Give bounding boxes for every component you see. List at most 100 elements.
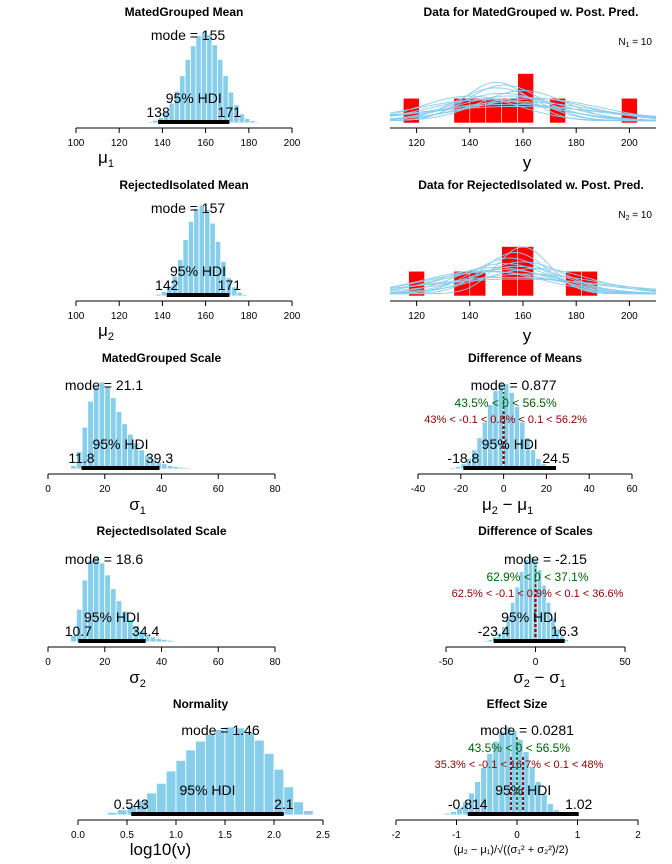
histogram-bar (195, 35, 202, 124)
tick-label: 120 (408, 311, 425, 322)
histogram-bar (146, 121, 154, 124)
mode-label: mode = 1.46 (181, 722, 259, 738)
tick-label: 120 (111, 311, 128, 322)
histogram-bar (437, 813, 445, 816)
tick-label: -2 (392, 830, 401, 841)
histogram (97, 726, 324, 816)
rope-label: 43% < -0.1 < 0.8% < 0.1 < 56.2% (424, 414, 587, 426)
histogram-bar (455, 465, 462, 470)
tick-label: 60 (213, 484, 225, 495)
hdi-low-label: -18.8 (447, 450, 479, 466)
comparison-label: 43.5% < 0 < 56.5% (455, 396, 557, 410)
x-axis: 120 140 160 180 200 (390, 127, 656, 149)
histogram-bar (211, 44, 218, 124)
tick-label: 2 (635, 830, 641, 841)
tick-label: 0 (501, 484, 507, 495)
tick-label: 20 (541, 484, 553, 495)
tick-label: -50 (439, 657, 454, 668)
histogram (136, 31, 267, 124)
tick-label: 140 (154, 311, 171, 322)
tick-label: 0 (45, 657, 51, 668)
histogram (70, 381, 208, 470)
hdi-low-label: 10.7 (65, 623, 92, 639)
tick-label: 120 (111, 138, 128, 149)
histogram-bar (563, 639, 570, 643)
tick-label: 160 (197, 138, 214, 149)
histogram-bar (244, 118, 251, 124)
histogram-bar (568, 640, 574, 643)
panel-title: Difference of Means (468, 351, 582, 365)
tick-label: 40 (156, 657, 168, 668)
tick-label: 80 (269, 657, 281, 668)
panel-title: Normality (173, 697, 229, 711)
hdi-label: 95% HDI (170, 263, 226, 279)
histogram-bar (206, 34, 213, 124)
data-bar (469, 97, 487, 124)
tick-label: 200 (284, 138, 301, 149)
histogram-bar (249, 120, 256, 124)
tick-label: 0 (45, 484, 51, 495)
tick-label: 180 (568, 138, 585, 149)
histogram-bar (183, 467, 191, 470)
histogram-bar (231, 286, 238, 297)
x-axis-label: μ1 (98, 148, 114, 170)
histogram-bar (443, 812, 451, 816)
x-axis: 0 20 40 60 80 (45, 646, 281, 668)
tick-label: 100 (68, 138, 85, 149)
hdi-high-label: 24.5 (542, 450, 569, 466)
histogram-bar (193, 208, 200, 297)
histogram-bar (104, 386, 111, 470)
tick-label: 180 (240, 311, 257, 322)
mode-label: mode = 0.0281 (480, 722, 574, 738)
histogram-bar (172, 465, 179, 470)
histogram-bar (247, 295, 254, 297)
predictive-curve (389, 270, 656, 294)
predictive-curve (389, 278, 657, 290)
histogram-bar (200, 31, 208, 124)
x-axis: -40 -20 0 20 40 60 (411, 473, 638, 495)
panel-p2: Data for MatedGrouped w. Post. Pred. N1 =… (389, 5, 657, 172)
mode-label: mode = -2.15 (504, 551, 587, 567)
histogram-bar (293, 801, 304, 816)
x-axis-label: y (523, 153, 532, 172)
tick-label: 1.5 (218, 830, 232, 841)
hdi-high-label: 39.3 (146, 450, 173, 466)
histogram-bar (187, 220, 195, 297)
tick-label: 60 (213, 657, 225, 668)
x-axis-label: log10(ν) (130, 840, 191, 859)
hdi-high-label: 171 (218, 277, 242, 293)
tick-label: -1 (452, 830, 461, 841)
histogram-bar (260, 122, 267, 124)
histogram-bar (141, 121, 148, 124)
hdi-high-label: 16.3 (551, 623, 578, 639)
histogram-bar (195, 467, 202, 470)
tick-label: 120 (408, 138, 425, 149)
panel-title: Effect Size (487, 697, 548, 711)
hdi-low-label: 142 (155, 277, 179, 293)
x-axis: 120 140 160 180 200 (390, 300, 656, 322)
tick-label: 100 (68, 311, 85, 322)
histogram-bar (93, 555, 100, 643)
histogram-bar (195, 740, 206, 816)
histogram-bar (302, 810, 314, 816)
hdi-label: 95% HDI (179, 782, 235, 798)
histogram-bar (183, 641, 191, 643)
tick-label: 140 (461, 311, 478, 322)
tick-label: 40 (584, 484, 596, 495)
tick-label: 60 (626, 484, 638, 495)
tick-label: 200 (621, 311, 638, 322)
predictive-curve (389, 84, 656, 122)
x-axis: -50 0 50 (439, 646, 631, 668)
tick-label: 200 (621, 138, 638, 149)
histogram-bar (254, 121, 262, 124)
histogram-bar (253, 739, 265, 816)
histogram-bar (236, 291, 243, 297)
histogram-bar (241, 294, 249, 297)
rope-label: 62.5% < -0.1 < 0.9% < 0.1 < 36.6% (452, 588, 624, 600)
histogram-bar (200, 468, 208, 470)
histogram (70, 555, 191, 643)
histogram-bar (556, 467, 563, 470)
tick-label: 2.5 (316, 830, 330, 841)
